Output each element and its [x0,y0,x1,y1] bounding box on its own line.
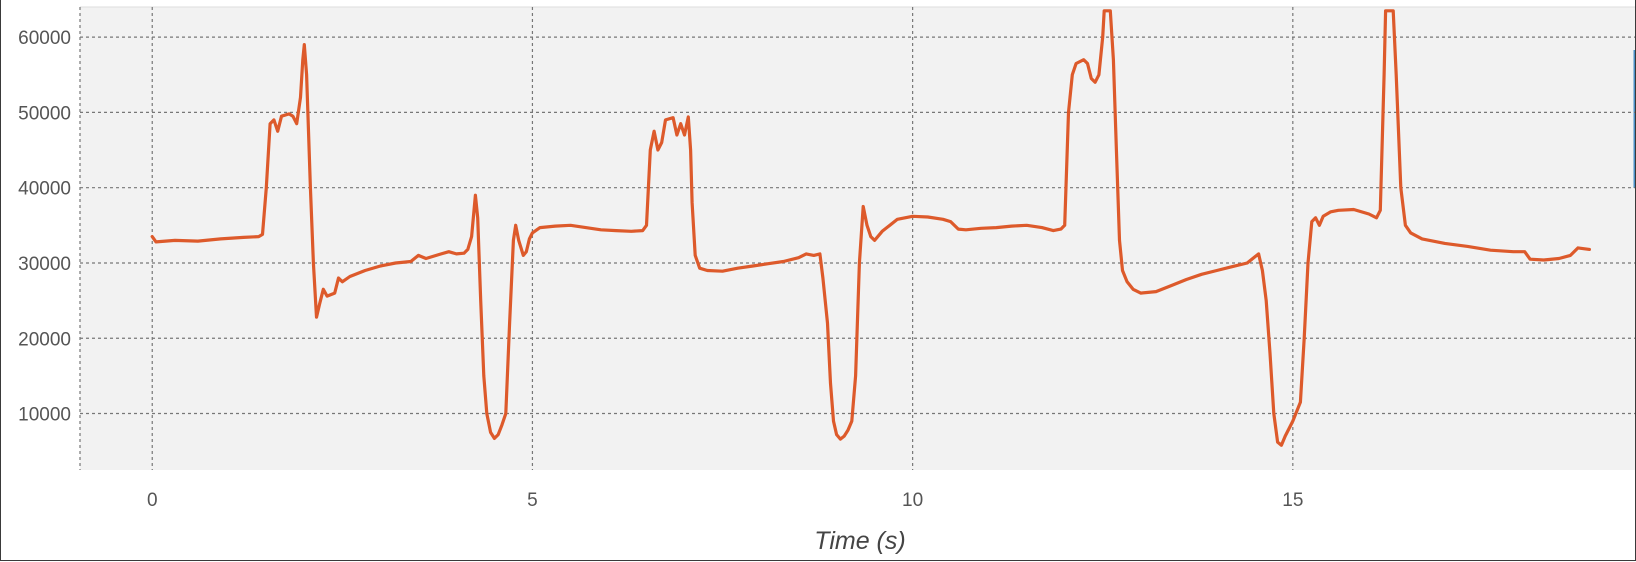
x-tick-label: 10 [902,490,923,511]
x-tick-label: 15 [1282,490,1303,511]
y-tick-label: 20000 [18,329,71,350]
y-tick-label: 50000 [18,103,71,124]
y-tick-label: 10000 [18,405,71,426]
y-tick-label: 40000 [18,179,71,200]
x-axis-title: Time (s) [814,527,905,555]
y-tick-label: 60000 [18,28,71,49]
y-tick-label: 30000 [18,254,71,275]
x-tick-label: 0 [147,490,158,511]
x-tick-label: 5 [527,490,538,511]
